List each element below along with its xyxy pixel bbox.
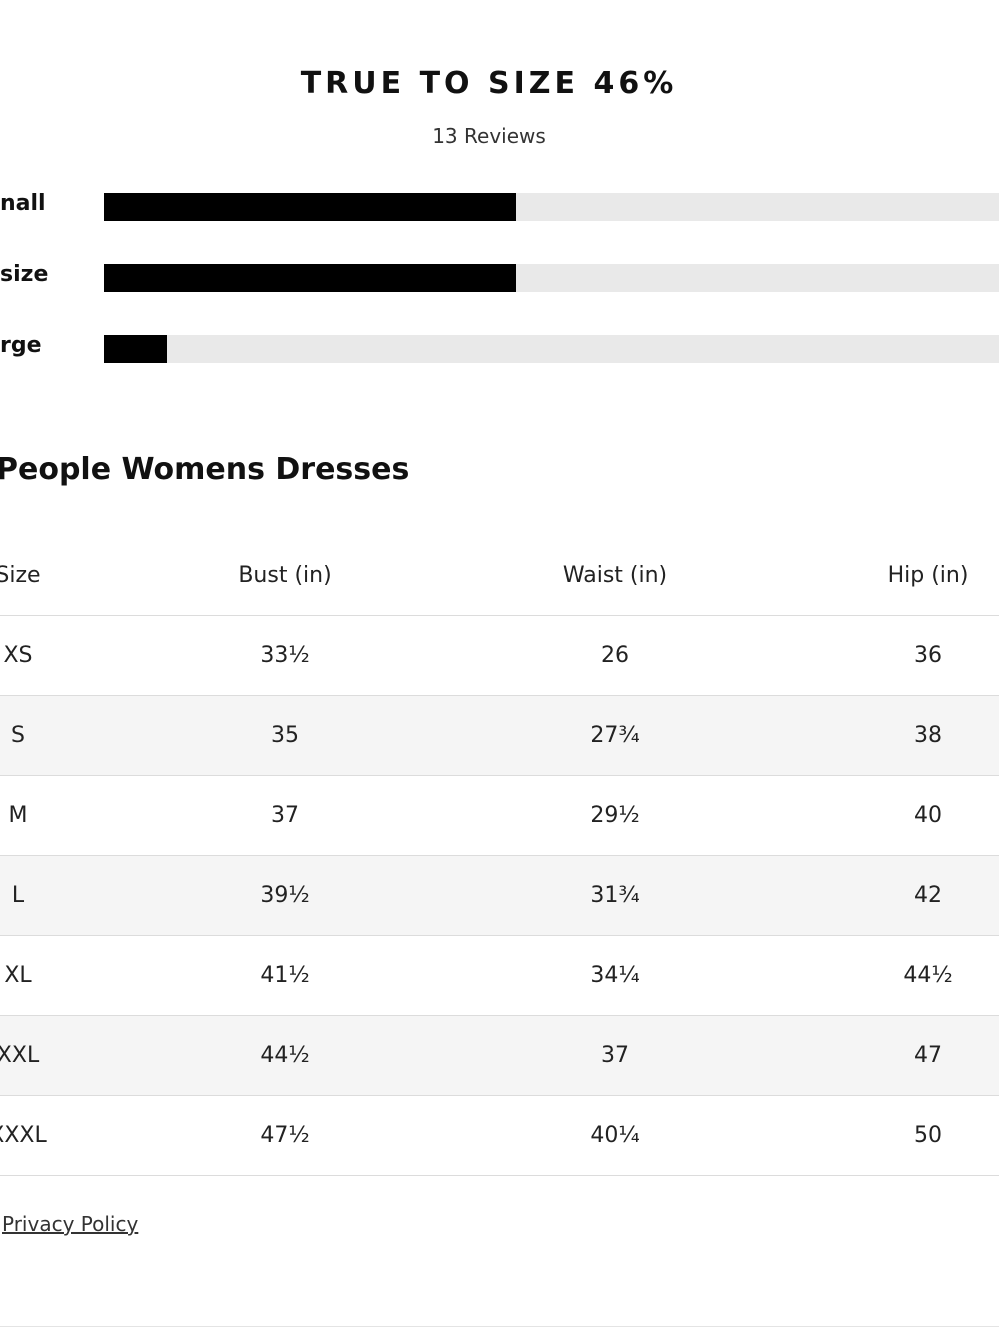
table-row: XL 41½ 34¼ 44½	[0, 936, 999, 1016]
table-header: Size Bust (in) Waist (in) Hip (in)	[0, 536, 999, 616]
table-cell: 42	[914, 883, 942, 908]
fit-bar	[104, 264, 516, 292]
table-cell: 37	[271, 803, 299, 828]
column-header: Size	[0, 563, 41, 588]
fit-track	[104, 264, 999, 292]
table-cell: XXXL	[0, 1123, 47, 1148]
table-cell: 26	[601, 643, 629, 668]
table-cell: 39½	[260, 883, 310, 908]
table-cell: 31¾	[590, 883, 640, 908]
fit-track	[104, 193, 999, 221]
table-cell: 33½	[260, 643, 310, 668]
table-cell: 40¼	[590, 1123, 640, 1148]
fit-track	[104, 335, 999, 363]
table-cell: 37	[601, 1043, 629, 1068]
table-row: M 37 29½ 40	[0, 776, 999, 856]
table-cell: 47	[914, 1043, 942, 1068]
column-header: Hip (in)	[887, 563, 969, 588]
column-header: Waist (in)	[562, 563, 668, 588]
fit-label: size	[0, 262, 49, 287]
table-cell: 40	[914, 803, 942, 828]
table-row: XS 33½ 26 36	[0, 616, 999, 696]
fit-label: rge	[0, 333, 42, 358]
table-cell: 44½	[903, 963, 953, 988]
table-cell: 36	[914, 643, 942, 668]
fit-bar	[104, 335, 167, 363]
column-header: Bust (in)	[238, 563, 332, 588]
table-cell: 29½	[590, 803, 640, 828]
table-row: L 39½ 31¾ 42	[0, 856, 999, 936]
table-cell: M	[8, 803, 28, 828]
table-cell: 50	[914, 1123, 942, 1148]
privacy-link[interactable]: Privacy Policy	[2, 1212, 139, 1236]
table-cell: L	[11, 883, 25, 908]
table-cell: 41½	[260, 963, 310, 988]
table-row: S 35 27¾ 38	[0, 696, 999, 776]
table-title: People Womens Dresses	[0, 452, 410, 487]
table-cell: XL	[4, 963, 32, 988]
table-cell: 34¼	[590, 963, 640, 988]
table-cell: 44½	[260, 1043, 310, 1068]
fit-label: nall	[0, 191, 46, 216]
table-cell: 35	[271, 723, 299, 748]
table-cell: 38	[914, 723, 942, 748]
table-row: XXL 44½ 37 47	[0, 1016, 999, 1096]
table-cell: 27¾	[590, 723, 640, 748]
table-cell: 47½	[260, 1123, 310, 1148]
fit-bar	[104, 193, 516, 221]
table-cell: S	[11, 723, 25, 748]
table-row: XXXL 47½ 40¼ 50	[0, 1096, 999, 1176]
table-cell: XXL	[0, 1043, 40, 1068]
review-count: 13 Reviews	[432, 124, 546, 148]
table-cell: XS	[3, 643, 33, 668]
fit-title: TRUE TO SIZE 46%	[300, 66, 678, 101]
divider	[0, 1326, 999, 1327]
